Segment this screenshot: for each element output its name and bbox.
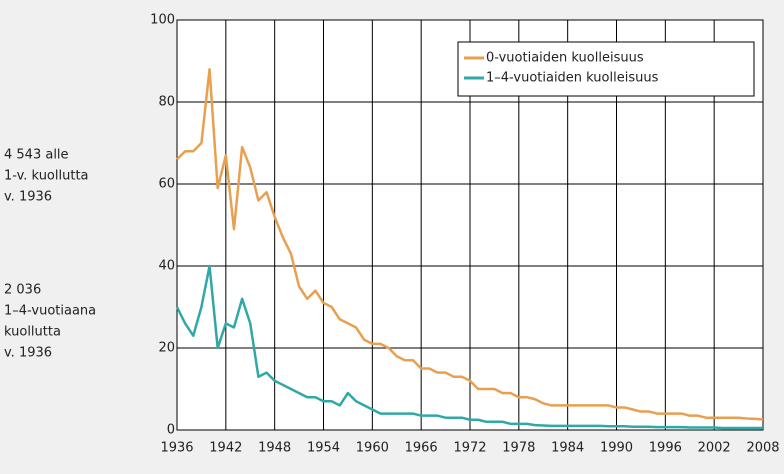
x-tick-label: 1936: [160, 441, 193, 456]
annotation: kuollutta: [4, 325, 61, 340]
annotation: v. 1936: [4, 346, 52, 361]
line-series: [176, 67, 764, 421]
y-tick-label: 0: [167, 423, 175, 438]
x-tick-label: 1948: [258, 441, 291, 456]
y-tick-label: 20: [158, 341, 175, 356]
annotation: 4 543 alle: [4, 148, 69, 163]
legend-label: 0-vuotiaiden kuolleisuus: [486, 51, 644, 66]
x-tick-label: 1990: [600, 441, 633, 456]
legend-label: 1–4-vuotiaiden kuolleisuus: [486, 71, 659, 86]
annotation: 2 036: [4, 283, 41, 298]
x-tick-label: 1996: [649, 441, 682, 456]
x-tick-label: 1984: [551, 441, 584, 456]
annotation: 1–4-vuotiaana: [4, 304, 96, 319]
x-tick-label: 1960: [356, 441, 389, 456]
x-tick-label: 2008: [746, 441, 779, 456]
y-tick-label: 100: [150, 13, 175, 28]
annotation: v. 1936: [4, 190, 52, 205]
x-tick-label: 1972: [453, 441, 486, 456]
y-tick-label: 60: [158, 177, 175, 192]
x-tick-label: 1966: [405, 441, 438, 456]
x-tick-label: 2002: [698, 441, 731, 456]
x-tick-label: 1978: [502, 441, 535, 456]
line-series: [175, 264, 763, 430]
y-tick-label: 80: [158, 95, 175, 110]
legend: [457, 41, 755, 97]
annotation: 1-v. kuollutta: [4, 169, 89, 184]
y-tick-label: 40: [158, 259, 175, 274]
x-tick-label: 1954: [307, 441, 340, 456]
x-tick-label: 1942: [209, 441, 242, 456]
